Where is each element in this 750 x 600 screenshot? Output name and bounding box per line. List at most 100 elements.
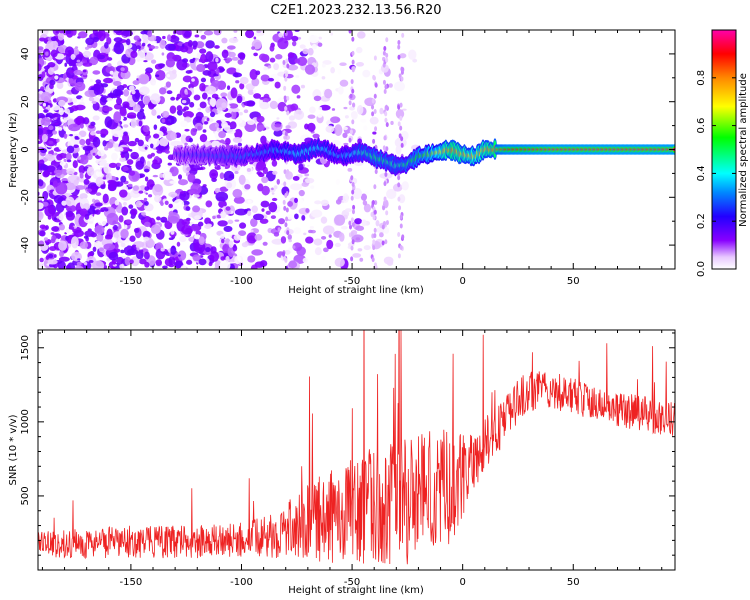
colorbar-tick-label: 0.0 bbox=[696, 261, 707, 277]
heatmap-cell bbox=[383, 196, 387, 202]
heatmap-cell bbox=[234, 171, 239, 175]
heatmap-cell bbox=[253, 36, 257, 40]
heatmap-cell bbox=[38, 170, 41, 173]
heatmap-cell bbox=[153, 40, 157, 44]
heatmap-cell bbox=[352, 187, 363, 200]
heatmap-cell bbox=[351, 119, 355, 125]
heatmap-cell bbox=[194, 234, 201, 240]
heatmap-cell bbox=[373, 262, 377, 268]
heatmap-cell bbox=[342, 132, 348, 139]
heatmap-cell bbox=[344, 115, 349, 119]
heatmap-cell bbox=[374, 200, 378, 206]
heatmap-cell bbox=[351, 239, 355, 245]
heatmap-cell bbox=[321, 76, 326, 80]
heatmap-cell bbox=[99, 128, 109, 137]
heatmap-cell bbox=[199, 82, 206, 92]
heatmap-cell bbox=[135, 160, 144, 170]
heatmap-cell bbox=[224, 57, 233, 63]
heatmap-cell bbox=[63, 158, 67, 163]
heatmap-cell bbox=[113, 30, 122, 34]
snr-x-tick-label: 0 bbox=[459, 577, 465, 588]
heatmap-cell bbox=[384, 171, 388, 177]
heatmap-cell bbox=[344, 208, 353, 213]
heatmap-cell bbox=[205, 223, 212, 228]
heatmap-cell bbox=[385, 220, 389, 226]
heatmap-cell bbox=[385, 146, 389, 152]
heatmap-cell bbox=[286, 110, 290, 116]
heatmap-cell bbox=[121, 30, 134, 37]
heatmap-cell bbox=[144, 97, 148, 103]
snr-y-tick-label: 1000 bbox=[20, 409, 31, 434]
heatmap-cell bbox=[373, 233, 377, 239]
heatmap-cell bbox=[298, 163, 304, 171]
heatmap-cell bbox=[123, 245, 135, 256]
heatmap-cell bbox=[194, 215, 201, 220]
heatmap-cell bbox=[116, 97, 123, 106]
heatmap-cell bbox=[147, 30, 153, 38]
heatmap-cell bbox=[77, 258, 81, 261]
heatmap-cell bbox=[223, 124, 231, 132]
heatmap-cell bbox=[163, 178, 175, 187]
heatmap-cell bbox=[205, 40, 215, 49]
heatmap-cell bbox=[210, 111, 216, 118]
heatmap-cell bbox=[104, 146, 109, 151]
heatmap-cell bbox=[330, 116, 341, 124]
heatmap-cell bbox=[56, 81, 64, 90]
heatmap-cell bbox=[337, 68, 342, 75]
heatmap-cell bbox=[51, 113, 57, 118]
heatmap-cell bbox=[80, 97, 84, 101]
snr-x-tick-label: -50 bbox=[344, 577, 360, 588]
heatmap-cell bbox=[373, 93, 377, 99]
heatmap-cell bbox=[155, 74, 160, 78]
heatmap-cell bbox=[253, 52, 258, 57]
heatmap-cell bbox=[304, 173, 310, 177]
heatmap-cell bbox=[72, 97, 78, 104]
heatmap-cell bbox=[234, 219, 240, 222]
heatmap-cell bbox=[148, 45, 156, 50]
heatmap-cell bbox=[56, 117, 61, 123]
spectrogram-y-tick-label: 40 bbox=[20, 48, 31, 61]
heatmap-cell bbox=[214, 187, 221, 194]
heatmap-cell bbox=[44, 153, 54, 160]
heatmap-cell bbox=[108, 251, 119, 261]
heatmap-cell bbox=[182, 58, 189, 63]
heatmap-cell bbox=[286, 169, 290, 175]
heatmap-cell bbox=[47, 67, 55, 75]
heatmap-cell bbox=[378, 232, 384, 238]
heatmap-cell bbox=[197, 30, 203, 33]
heatmap-cell bbox=[43, 109, 49, 113]
heatmap-cell bbox=[307, 114, 316, 119]
heatmap-cell bbox=[120, 154, 125, 159]
heatmap-cell bbox=[65, 264, 72, 269]
heatmap-cell bbox=[399, 125, 403, 131]
heatmap-cell bbox=[291, 40, 297, 47]
heatmap-cell bbox=[74, 46, 79, 49]
heatmap-cell bbox=[155, 259, 162, 267]
heatmap-cell bbox=[127, 140, 137, 147]
heatmap-cell bbox=[399, 245, 403, 251]
heatmap-cell bbox=[250, 229, 254, 233]
heatmap-cell bbox=[228, 103, 239, 109]
heatmap-cell bbox=[239, 82, 245, 90]
heatmap-cell bbox=[223, 225, 233, 232]
heatmap-cell bbox=[179, 235, 187, 243]
heatmap-cell bbox=[40, 86, 45, 92]
heatmap-cell bbox=[148, 136, 160, 148]
heatmap-cell bbox=[192, 254, 202, 262]
heatmap-cell bbox=[109, 70, 114, 75]
heatmap-cell bbox=[244, 183, 251, 190]
heatmap-cell bbox=[360, 118, 367, 123]
heatmap-cell bbox=[41, 71, 46, 78]
heatmap-cell bbox=[372, 239, 376, 245]
heatmap-cell bbox=[202, 129, 207, 133]
heatmap-cell bbox=[125, 219, 132, 224]
heatmap-cell bbox=[400, 76, 404, 82]
heatmap-cell bbox=[84, 213, 90, 220]
heatmap-cell bbox=[124, 224, 128, 229]
heatmap-cell bbox=[328, 234, 332, 238]
heatmap-cell bbox=[308, 229, 313, 234]
heatmap-cell bbox=[335, 199, 342, 205]
heatmap-cell bbox=[70, 236, 79, 249]
heatmap-cell bbox=[255, 70, 261, 76]
heatmap-cell bbox=[398, 205, 402, 211]
